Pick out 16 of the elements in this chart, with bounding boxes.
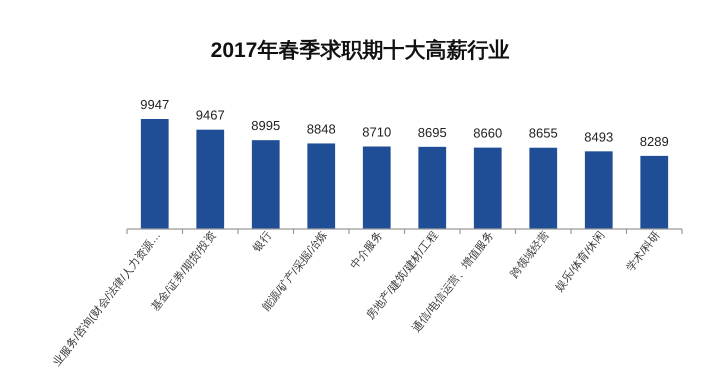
data-label: 9467: [196, 108, 225, 123]
data-label: 8660: [473, 126, 502, 141]
x-tick-label: 娱乐/体育/休闲: [552, 228, 608, 294]
data-label: 8289: [640, 134, 669, 149]
data-label: 8493: [584, 129, 614, 144]
data-label: 8710: [362, 124, 392, 140]
data-label: 8695: [418, 124, 447, 140]
x-tick-label: 中介服务: [348, 228, 386, 272]
chart-title: 2017年春季求职期十大高薪行业: [210, 38, 510, 62]
data-label: 9947: [140, 97, 170, 112]
data-label: 8995: [251, 118, 280, 134]
x-tick-label: 跨领域经营: [508, 228, 552, 280]
x-tick-label: 学术/科研: [623, 228, 663, 274]
x-tick-label: 银行: [250, 229, 274, 255]
data-label: 8848: [306, 121, 336, 136]
data-label: 8655: [528, 126, 558, 141]
